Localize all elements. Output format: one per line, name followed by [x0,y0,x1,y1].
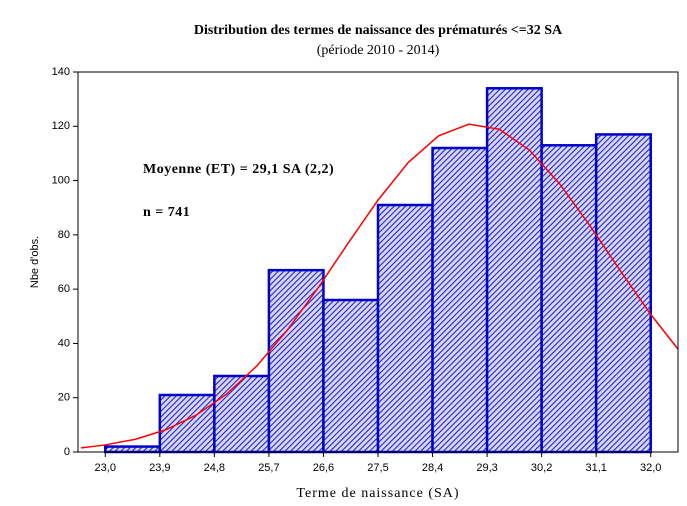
y-tick-label: 20 [58,392,70,404]
x-tick-label: 27,5 [367,462,388,474]
bar [485,87,543,454]
y-tick-label: 60 [58,283,70,295]
y-tick-label: 40 [58,337,70,349]
x-tick-label: 31,1 [585,462,606,474]
chart-title: Distribution des termes de naissance des… [194,23,563,38]
bar [104,445,162,454]
bar [540,144,598,454]
y-tick-label: 140 [52,66,70,78]
x-tick-label: 23,9 [149,462,170,474]
annotation: Moyenne (ET) = 29,1 SA (2,2) [143,162,334,177]
y-tick-label: 0 [64,446,70,458]
bar [431,146,489,454]
x-tick-label: 26,6 [313,462,334,474]
normal-curve [80,123,678,449]
x-tick-label: 23,0 [95,462,116,474]
x-tick-label: 30,2 [531,462,552,474]
bar [213,374,271,454]
x-tick-label: 29,3 [476,462,497,474]
bar [376,203,434,454]
bar [594,133,652,454]
x-tick-label: 32,0 [640,462,661,474]
y-axis-label: Nbe d'obs. [29,236,41,288]
y-tick-label: 120 [52,120,70,132]
annotation: n = 741 [143,205,190,220]
bar [322,298,380,454]
x-tick-label: 28,4 [422,462,443,474]
chart-subtitle: (période 2010 - 2014) [317,43,440,58]
x-axis-label: Terme de naissance (SA) [296,486,459,501]
bar [267,268,325,454]
y-tick-label: 80 [58,229,70,241]
x-tick-label: 25,7 [258,462,279,474]
y-tick-label: 100 [52,174,70,186]
x-tick-label: 24,8 [204,462,225,474]
bar [158,393,216,454]
